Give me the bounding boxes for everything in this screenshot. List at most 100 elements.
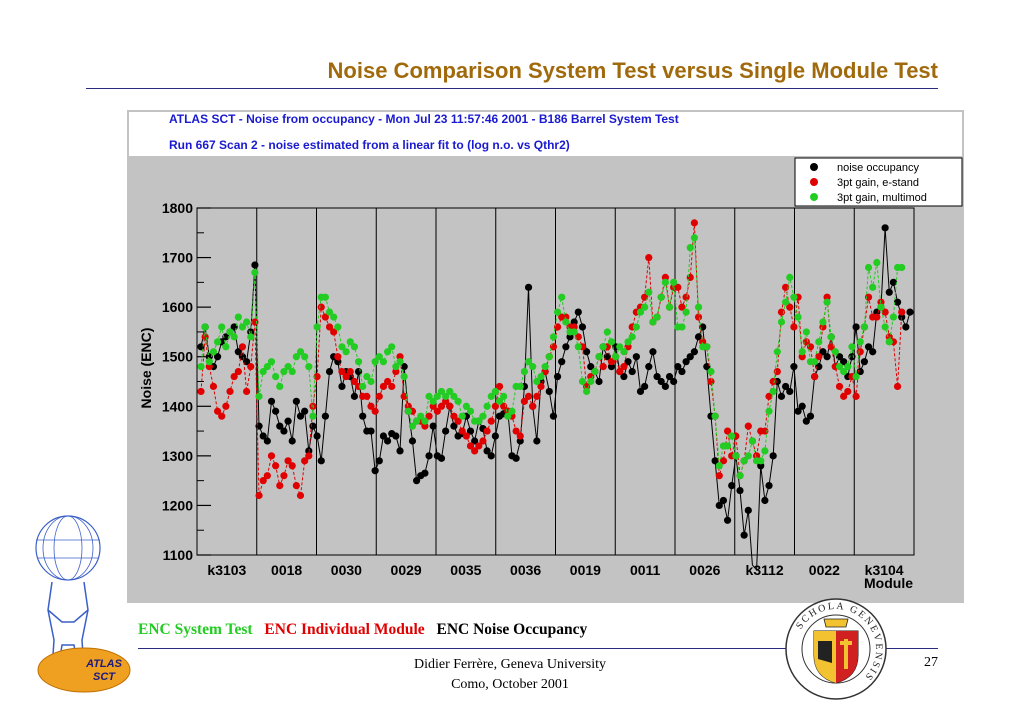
data-point — [723, 516, 732, 524]
data-point — [736, 486, 744, 495]
data-point — [458, 427, 466, 435]
data-point — [582, 348, 591, 356]
data-point — [400, 372, 408, 381]
data-point — [524, 392, 533, 400]
data-point — [446, 402, 454, 410]
data-point — [558, 293, 566, 301]
data-point — [379, 382, 388, 391]
data-point — [641, 382, 649, 391]
data-point — [375, 457, 383, 465]
data-point — [429, 422, 437, 430]
data-point — [869, 283, 877, 291]
data-point — [276, 382, 284, 391]
title-divider — [86, 88, 938, 89]
data-point — [226, 328, 234, 336]
data-point — [197, 387, 205, 396]
data-point — [641, 303, 649, 311]
data-point — [898, 308, 906, 316]
data-point — [429, 397, 437, 405]
data-point — [396, 447, 404, 455]
module-label: 0011 — [630, 562, 661, 578]
data-point — [396, 358, 404, 366]
data-point — [599, 343, 607, 351]
data-point — [255, 422, 263, 430]
data-point — [703, 343, 711, 351]
data-point — [296, 412, 305, 420]
data-point — [632, 323, 640, 331]
data-point — [533, 392, 541, 400]
series-line — [200, 222, 903, 498]
data-point — [491, 402, 499, 410]
data-point — [500, 392, 508, 400]
data-point — [848, 343, 856, 351]
data-point — [396, 353, 404, 361]
data-point — [247, 363, 255, 371]
data-point — [425, 452, 433, 460]
data-point — [392, 363, 400, 371]
data-point — [893, 298, 902, 306]
data-point — [620, 348, 628, 356]
data-point — [794, 407, 802, 415]
data-point — [699, 338, 707, 346]
data-point — [694, 313, 703, 321]
y-tick-label: 1800 — [162, 200, 193, 216]
data-point — [367, 427, 375, 435]
data-point — [761, 496, 769, 505]
data-point — [549, 412, 558, 420]
data-point — [674, 363, 682, 371]
data-point — [487, 417, 495, 425]
data-point — [806, 412, 815, 420]
data-point — [790, 323, 798, 331]
data-point — [831, 348, 839, 356]
data-point — [363, 372, 371, 381]
data-point — [562, 343, 570, 351]
data-point — [466, 427, 475, 435]
data-point — [661, 273, 669, 281]
legend-individual-module: ENC Individual Module — [264, 621, 425, 638]
data-point — [719, 457, 728, 465]
data-point — [620, 372, 628, 381]
data-point — [330, 313, 338, 321]
data-point — [483, 427, 491, 435]
data-point — [243, 318, 251, 326]
data-point — [479, 412, 487, 420]
data-point — [259, 367, 267, 376]
data-point — [429, 402, 437, 410]
data-point — [483, 402, 491, 410]
data-point — [744, 422, 752, 430]
data-point — [802, 328, 810, 336]
legend-box — [794, 157, 963, 207]
data-point — [840, 358, 848, 366]
data-point — [218, 412, 226, 420]
data-point — [562, 318, 570, 326]
data-point — [645, 363, 653, 371]
data-point — [819, 348, 827, 356]
data-point — [462, 432, 470, 440]
data-point — [869, 348, 877, 356]
data-point — [454, 397, 462, 405]
data-point — [263, 363, 271, 371]
data-point — [359, 382, 367, 391]
data-point — [330, 328, 338, 336]
data-point — [802, 338, 810, 346]
data-point — [553, 308, 562, 316]
data-point — [798, 353, 806, 361]
data-point — [761, 447, 769, 455]
data-point — [686, 244, 694, 252]
data-point — [379, 358, 388, 366]
data-point — [267, 452, 276, 460]
data-point — [516, 382, 524, 391]
data-point — [674, 283, 682, 291]
legend-marker — [810, 178, 818, 186]
data-point — [442, 392, 450, 400]
data-point — [653, 313, 661, 321]
data-point — [587, 363, 595, 371]
data-point — [259, 432, 267, 440]
data-point — [230, 333, 238, 341]
data-point — [728, 432, 736, 440]
data-point — [682, 358, 690, 366]
module-label: 0026 — [689, 562, 720, 578]
data-point — [413, 477, 421, 485]
data-point — [284, 457, 292, 465]
data-point — [325, 367, 334, 376]
